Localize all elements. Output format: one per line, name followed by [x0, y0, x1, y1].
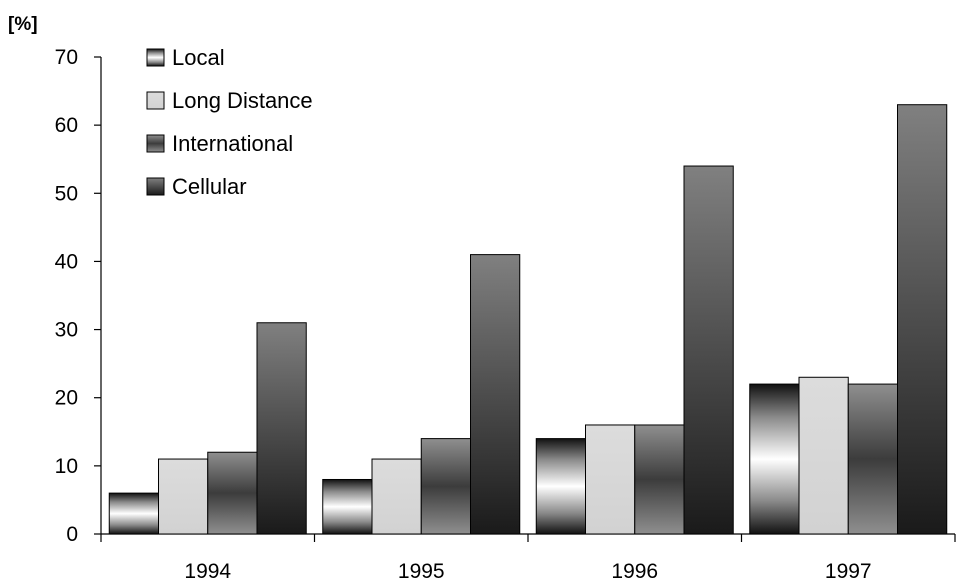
bar-international [634, 424, 685, 535]
legend: Local Long Distance International Cellular [146, 45, 313, 199]
legend-label-local: Local [172, 45, 225, 70]
bar-international [847, 383, 898, 535]
y-tick-label: 0 [66, 523, 78, 546]
legend-swatch-long-distance [146, 91, 165, 110]
x-tick-label: 1995 [398, 560, 445, 583]
y-tick-label: 60 [55, 114, 78, 137]
bar-local [322, 478, 373, 535]
y-tick-label: 10 [55, 455, 78, 478]
legend-label-long-distance: Long Distance [172, 88, 313, 113]
y-tick-label: 40 [55, 250, 78, 273]
bar-long-distance [371, 458, 422, 535]
bar-local [108, 492, 159, 535]
bar-local [535, 438, 586, 535]
legend-swatch-cellular [146, 177, 165, 196]
y-tick-label: 70 [55, 46, 78, 69]
bar-local [749, 383, 800, 535]
bar-cellular [683, 165, 734, 535]
legend-swatch-international [146, 134, 165, 153]
bar-international [207, 451, 258, 535]
bar-cellular [897, 104, 948, 535]
y-tick-label: 50 [55, 182, 78, 205]
bar-cellular [256, 322, 307, 535]
axes: 0 10 20 30 40 50 60 70 1994 1995 1996 1997 [55, 46, 956, 583]
bar-long-distance [585, 424, 636, 535]
bar-long-distance [158, 458, 209, 535]
legend-label-international: International [172, 131, 293, 156]
legend-swatch-local [146, 48, 165, 67]
y-tick-label: 30 [55, 319, 78, 342]
x-tick-label: 1996 [611, 560, 658, 583]
bar-cellular [470, 254, 521, 535]
bar-long-distance [798, 376, 849, 535]
x-tick-label: 1997 [825, 560, 872, 583]
y-tick-label: 20 [55, 387, 78, 410]
bar-international [420, 438, 471, 535]
bars [108, 104, 948, 535]
x-tick-label: 1994 [184, 560, 231, 583]
legend-label-cellular: Cellular [172, 174, 247, 199]
y-unit-label: [%] [8, 14, 38, 35]
